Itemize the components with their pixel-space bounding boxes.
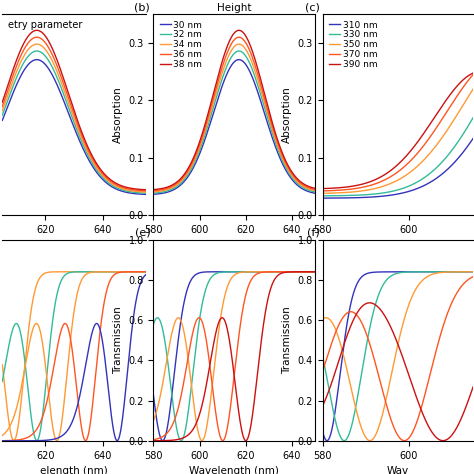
Y-axis label: Absorption: Absorption [282,86,292,143]
32 nm [347,191,353,196]
350 nm [277,191,283,196]
Legend: 310 nm, 330 nm, 350 nm, 370 nm, 390 nm: 310 nm, 330 nm, 350 nm, 370 nm, 390 nm [327,19,379,71]
X-axis label: Wav: Wav [387,466,409,474]
350 nm [298,191,303,196]
30 nm [341,192,346,198]
38 nm [234,28,240,34]
Line: 350 nm: 350 nm [280,44,474,193]
X-axis label: elength (nm): elength (nm) [40,466,108,474]
38 nm [228,35,234,40]
30 nm [128,192,133,198]
38 nm [301,181,306,186]
30 nm [234,57,240,63]
38 nm [128,187,133,193]
36 nm [347,189,353,194]
350 nm [465,95,470,101]
330 nm [465,125,470,130]
34 nm [234,42,240,47]
36 nm [128,189,133,194]
32 nm [128,191,133,196]
34 nm [341,190,346,195]
330 nm [298,193,303,199]
34 nm [228,48,234,54]
34 nm [301,183,306,189]
32 nm [139,191,145,196]
36 nm [341,189,346,194]
34 nm [128,190,133,195]
34 nm [347,190,353,195]
32 nm [228,55,234,60]
30 nm [347,192,353,198]
390 nm [277,186,283,192]
36 nm [341,189,346,194]
310 nm [298,195,303,201]
34 nm [236,41,242,47]
Line: 30 nm: 30 nm [130,60,350,195]
370 nm [465,79,470,84]
36 nm [228,41,234,47]
30 nm [236,57,242,63]
32 nm [341,191,346,196]
Y-axis label: Absorption: Absorption [113,86,123,143]
X-axis label: Wavelength (nm): Wavelength (nm) [189,241,279,251]
310 nm [465,144,470,149]
X-axis label: elength (nm): elength (nm) [40,241,108,251]
34 nm [139,190,145,195]
Text: etry parameter: etry parameter [8,20,82,30]
38 nm [236,27,242,33]
Text: (e): (e) [135,228,150,237]
30 nm [228,63,234,69]
310 nm [277,195,283,201]
30 nm [139,192,145,198]
32 nm [341,191,346,196]
Text: (c): (c) [305,2,320,12]
30 nm [301,186,306,192]
Title: Height: Height [217,3,252,13]
38 nm [347,187,353,193]
32 nm [236,48,242,54]
36 nm [234,35,240,40]
Line: 390 nm: 390 nm [280,71,474,189]
36 nm [236,35,242,40]
Y-axis label: Transmission: Transmission [282,306,292,374]
390 nm [465,73,470,79]
Line: 370 nm: 370 nm [280,59,474,191]
X-axis label: Wavelength (nm): Wavelength (nm) [189,466,279,474]
36 nm [301,182,306,188]
X-axis label: Wav: Wav [387,241,409,251]
38 nm [341,187,346,193]
Line: 36 nm: 36 nm [130,37,350,191]
38 nm [139,187,145,193]
32 nm [234,48,240,54]
Text: (b): (b) [135,2,150,12]
Legend: 30 nm, 32 nm, 34 nm, 36 nm, 38 nm: 30 nm, 32 nm, 34 nm, 36 nm, 38 nm [158,19,204,71]
34 nm [341,190,346,195]
Line: 310 nm: 310 nm [280,14,474,198]
370 nm [298,188,303,194]
30 nm [341,192,346,198]
330 nm [277,193,283,199]
Line: 38 nm: 38 nm [130,30,350,190]
370 nm [277,189,283,194]
36 nm [139,188,145,194]
Y-axis label: Transmission: Transmission [113,306,123,374]
Line: 32 nm: 32 nm [130,51,350,193]
Text: (f): (f) [307,228,320,237]
38 nm [341,187,346,193]
Line: 330 nm: 330 nm [280,29,474,196]
32 nm [301,185,306,191]
Line: 34 nm: 34 nm [130,44,350,192]
390 nm [298,186,303,192]
